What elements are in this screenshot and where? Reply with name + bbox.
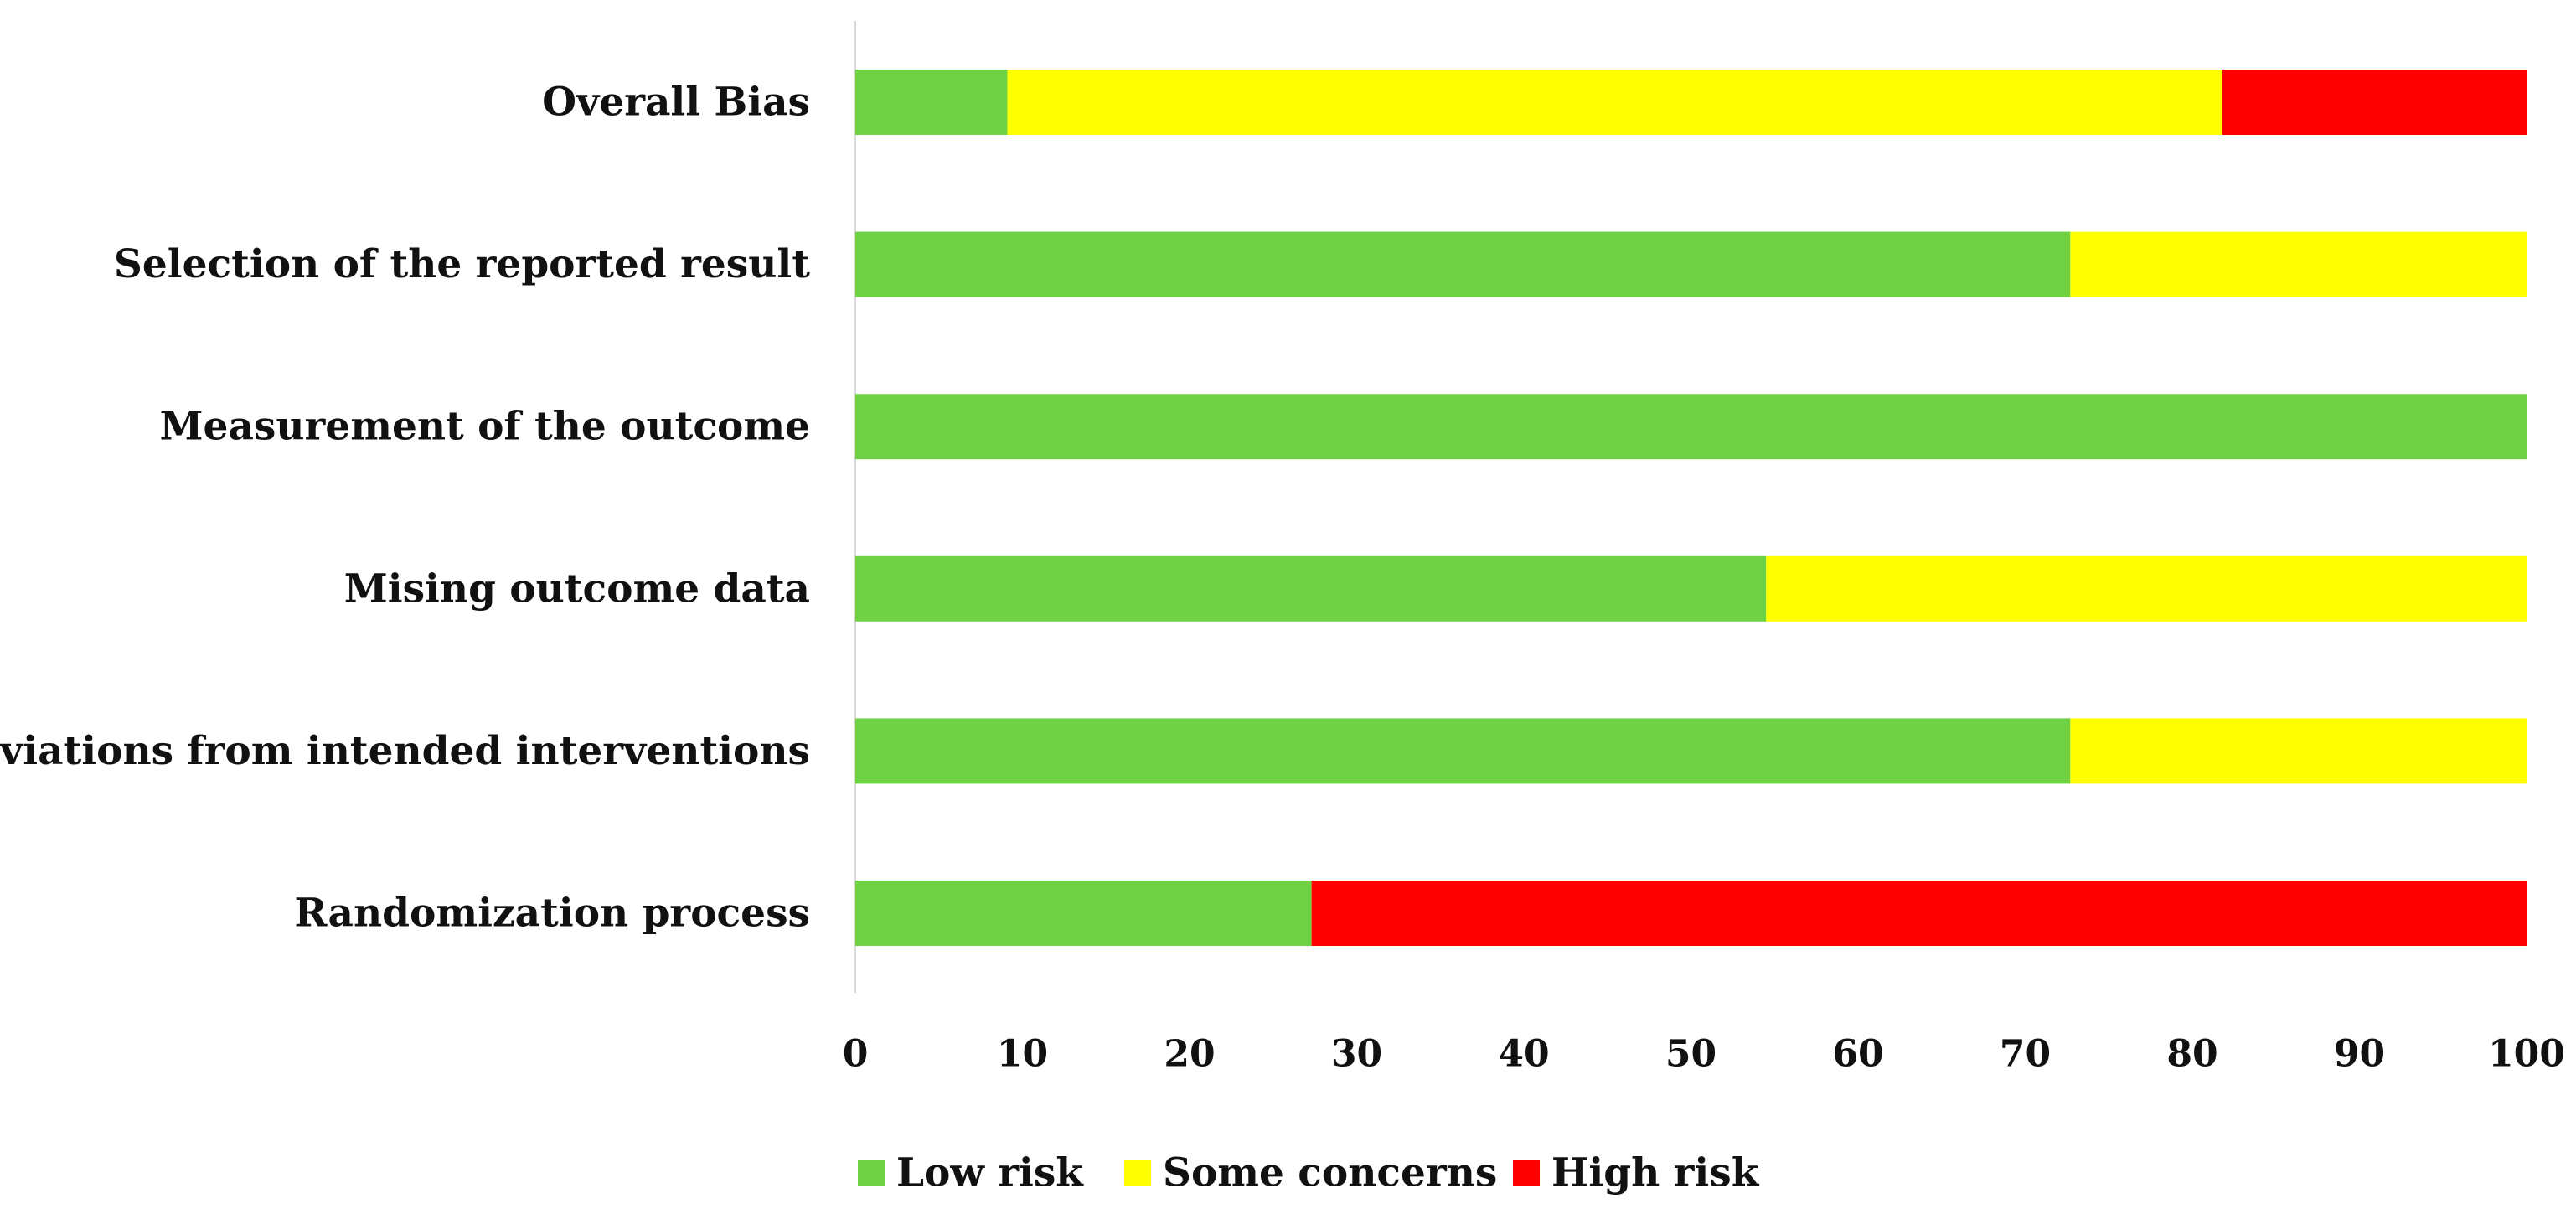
bar-deviations-from-intended-interventions-some-concerns xyxy=(2070,718,2527,784)
x-tick-label-20: 20 xyxy=(1164,1033,1215,1076)
bar-overall-bias-high-risk xyxy=(2222,70,2527,135)
legend-label-low-risk: Low risk xyxy=(896,1150,1084,1196)
x-tick-label-100: 100 xyxy=(2488,1033,2565,1076)
bar-selection-of-the-reported-result-some-concerns xyxy=(2070,231,2527,297)
x-tick-label-90: 90 xyxy=(2334,1033,2385,1076)
x-tick-label-0: 0 xyxy=(843,1033,869,1076)
bar-randomization-process-high-risk xyxy=(1311,881,2527,946)
legend-label-some-concerns: Some concerns xyxy=(1163,1150,1497,1196)
bar-randomization-process-low-risk xyxy=(855,881,1312,946)
bar-measurement-of-the-outcome-low-risk xyxy=(855,394,2527,460)
x-tick-label-60: 60 xyxy=(1832,1033,1883,1076)
bar-mising-outcome-data-some-concerns xyxy=(1766,555,2527,622)
category-label-mising-outcome-data: Mising outcome data xyxy=(344,566,810,612)
x-tick-label-70: 70 xyxy=(2000,1033,2051,1076)
category-label-deviations-from-intended-interventions: Deviations from intended interventions xyxy=(0,728,810,774)
legend-swatch-some-concerns xyxy=(1124,1160,1151,1186)
x-tick-label-40: 40 xyxy=(1498,1033,1549,1076)
x-axis-ticks: 0 10 20 30 40 50 60 70 80 90 100 xyxy=(843,1033,2565,1076)
bar-deviations-from-intended-interventions-low-risk xyxy=(855,718,2071,784)
category-labels: Overall Bias Selection of the reported re… xyxy=(0,80,810,937)
x-tick-label-50: 50 xyxy=(1665,1033,1716,1076)
bar-overall-bias-some-concerns xyxy=(1007,70,2222,135)
legend-swatch-high-risk xyxy=(1513,1160,1540,1186)
bar-mising-outcome-data-low-risk xyxy=(855,555,1767,622)
category-label-randomization-process: Randomization process xyxy=(294,891,810,937)
x-tick-label-10: 10 xyxy=(997,1033,1048,1076)
legend-label-high-risk: High risk xyxy=(1551,1150,1760,1196)
category-label-overall-bias: Overall Bias xyxy=(542,80,810,126)
category-label-measurement-of-the-outcome: Measurement of the outcome xyxy=(160,404,810,450)
legend: Low risk Some concerns High risk xyxy=(858,1150,1760,1196)
x-tick-label-30: 30 xyxy=(1331,1033,1382,1076)
bar-selection-of-the-reported-result-low-risk xyxy=(855,231,2071,297)
bars-group xyxy=(855,70,2527,946)
bar-overall-bias-low-risk xyxy=(855,70,1008,135)
legend-swatch-low-risk xyxy=(858,1160,885,1186)
x-tick-label-80: 80 xyxy=(2166,1033,2217,1076)
category-label-selection-of-the-reported-result: Selection of the reported result xyxy=(114,241,810,287)
